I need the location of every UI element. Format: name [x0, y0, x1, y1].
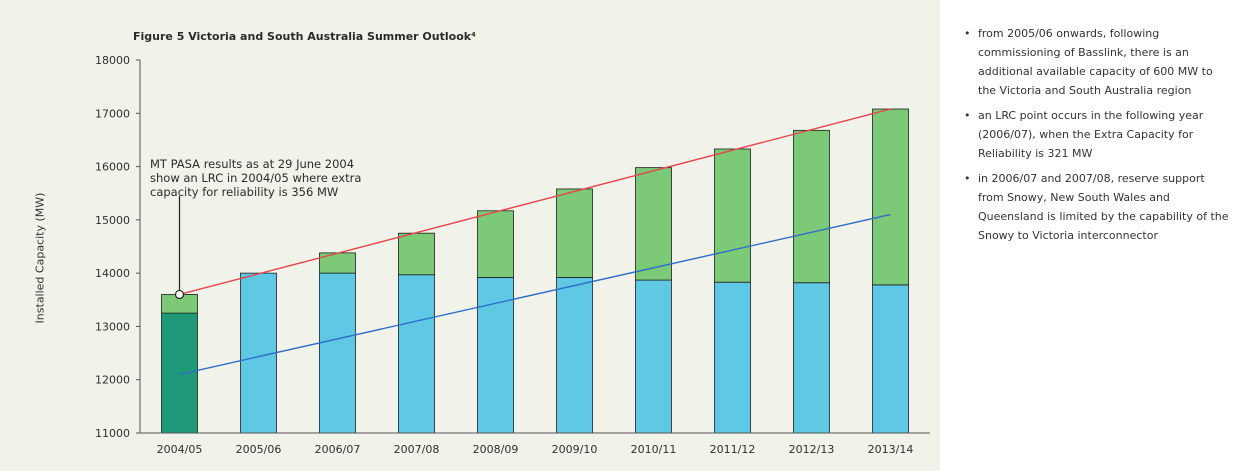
x-tick-label: 2007/08 [394, 443, 440, 456]
x-tick-label: 2011/12 [710, 443, 756, 456]
bar-segment [240, 272, 277, 434]
note-item: an LRC point occurs in the following yea… [960, 106, 1230, 163]
bar-segment [398, 232, 435, 276]
y-tick-label: 11000 [95, 427, 130, 440]
x-tick-label: 2009/10 [552, 443, 598, 456]
x-tick-label: 2004/05 [157, 443, 203, 456]
chart-title: Figure 5 Victoria and South Australia Su… [133, 30, 476, 43]
x-tick-label: 2012/13 [789, 443, 835, 456]
bar-segment [793, 129, 830, 284]
annotation-marker [174, 289, 185, 300]
y-tick-label: 18000 [95, 54, 130, 67]
annotation-text: capacity for reliability is 356 MW [150, 185, 338, 199]
bar-segment [161, 312, 198, 434]
x-tick-label: 2008/09 [473, 443, 519, 456]
y-tick-label: 16000 [95, 161, 130, 174]
note-item: from 2005/06 onwards, following commissi… [960, 24, 1230, 100]
y-tick-label: 13000 [95, 320, 130, 333]
y-tick-label: 17000 [95, 107, 130, 120]
bar-segment [398, 274, 435, 434]
bar-segment [556, 188, 593, 278]
y-tick-label: 14000 [95, 267, 130, 280]
x-tick-label: 2013/14 [868, 443, 914, 456]
side-notes: from 2005/06 onwards, following commissi… [960, 24, 1230, 251]
bar-segment [872, 284, 909, 434]
y-tick-label: 15000 [95, 214, 130, 227]
x-tick-label: 2006/07 [315, 443, 361, 456]
x-tick-label: 2005/06 [236, 443, 282, 456]
y-tick-label: 12000 [95, 374, 130, 387]
bar-segment [635, 279, 672, 434]
bar-segment [793, 282, 830, 434]
note-item: in 2006/07 and 2007/08, reserve support … [960, 169, 1230, 245]
series-line [179, 213, 891, 376]
annotation-text: MT PASA results as at 29 June 2004 [150, 157, 354, 171]
bar-segment [319, 272, 356, 434]
bar-segment [556, 277, 593, 434]
bar-segment [477, 210, 514, 278]
bar-segment [714, 281, 751, 434]
chart-panel: Figure 5 Victoria and South Australia Su… [0, 0, 940, 471]
bar-segment [714, 148, 751, 283]
bar-segment [872, 108, 909, 286]
series-line [179, 108, 891, 296]
annotation-text: show an LRC in 2004/05 where extra [150, 171, 361, 185]
bar-segment [635, 167, 672, 281]
chart-plot: 11000 12000 13000 14000 15000 16000 17000 18000… [95, 54, 930, 456]
x-tick-label: 2010/11 [631, 443, 677, 456]
